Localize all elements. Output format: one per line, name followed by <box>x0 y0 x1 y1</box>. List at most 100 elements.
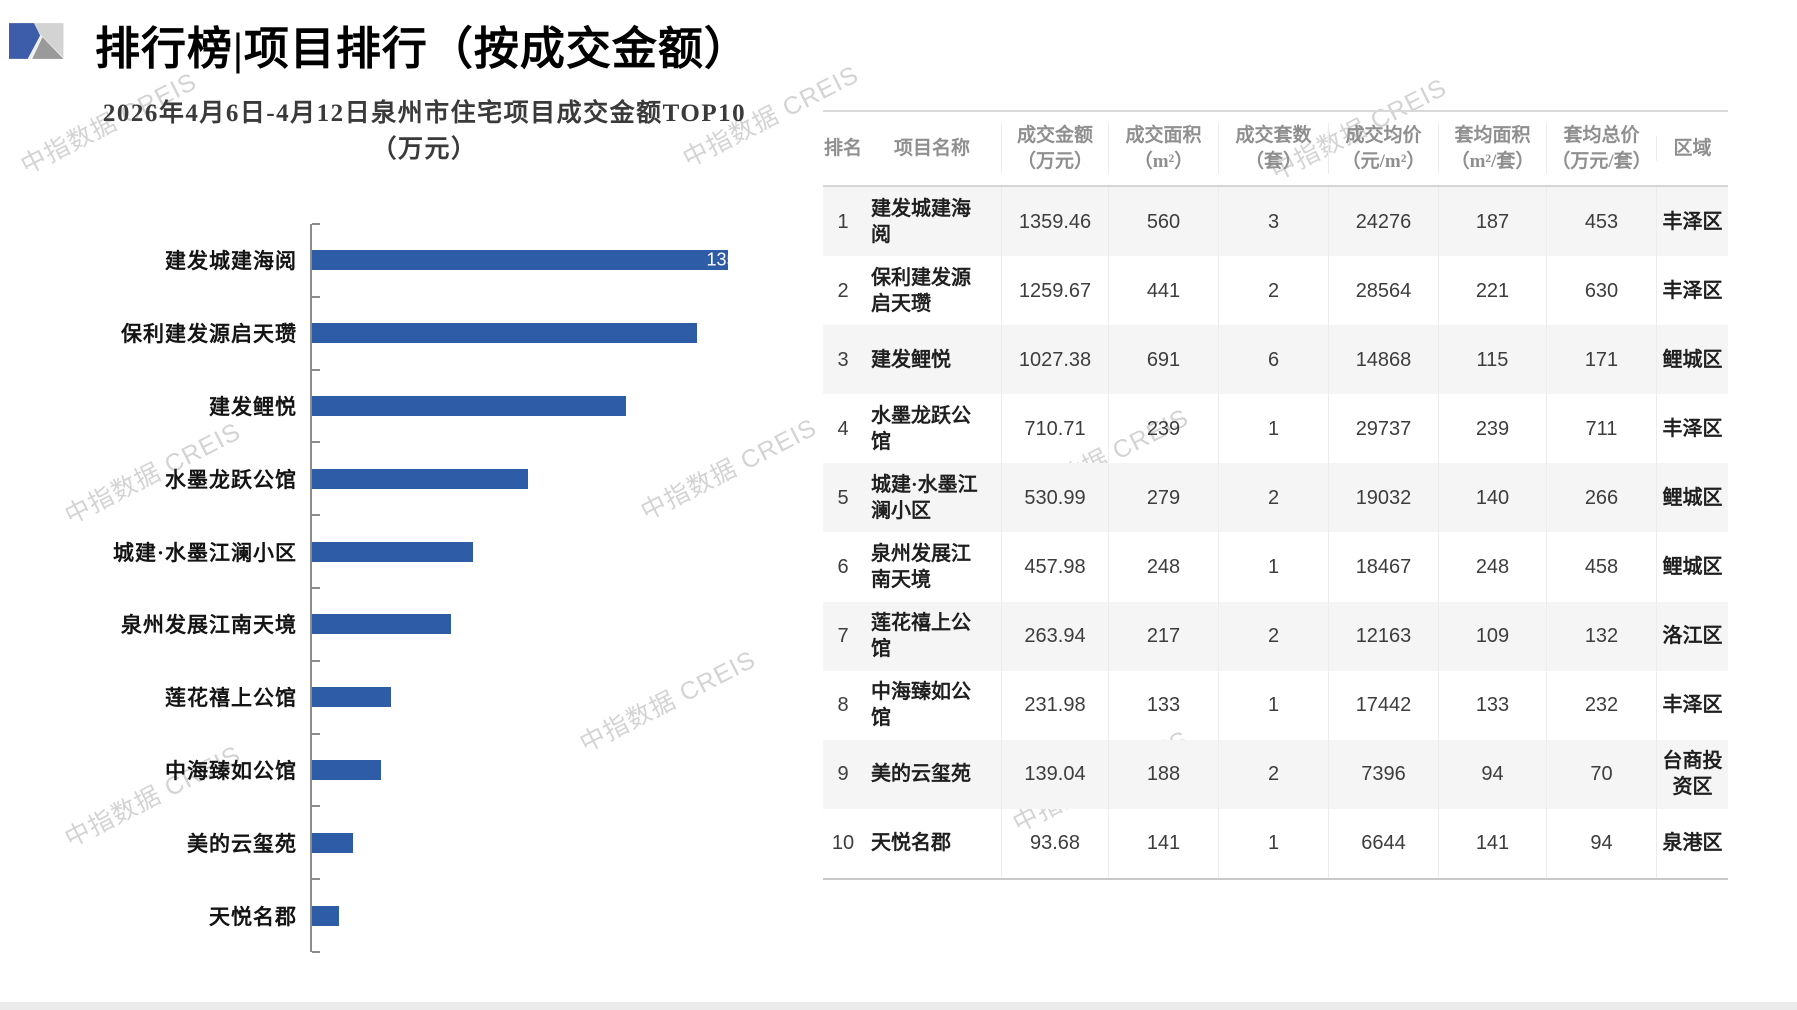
axis-tick <box>312 514 320 517</box>
value-cell: 530.99 <box>1001 463 1108 533</box>
chart-row: 泉州发展江南天境 <box>62 588 740 661</box>
rank-cell: 7 <box>837 625 849 648</box>
chart-row: 中海臻如公馆 <box>62 734 740 807</box>
table-header-cell: 成交金额 （万元） <box>1001 122 1108 175</box>
table-row: 3 建发鲤悦 1027.38 691 6 14868 115 171 鲤城区 <box>823 325 1728 395</box>
value-cell: 12163 <box>1328 601 1438 671</box>
chart-bar-track <box>310 879 740 952</box>
chart-category-label: 建发鲤悦 <box>209 394 297 419</box>
table-header-cell: 项目名称 <box>893 137 970 159</box>
value-cell: 1 <box>1218 808 1328 878</box>
chart-bar-track <box>310 806 740 879</box>
bar-value-label: 1359.46 <box>706 250 728 270</box>
chart-bar <box>310 759 382 780</box>
table-row: 4 水墨龙跃公馆 710.71 239 1 29737 239 711 丰泽区 <box>823 394 1728 464</box>
chart-bar <box>310 687 392 708</box>
table-header-row: 排名 项目名称 成交金额 （万元） 成交面积 （m²） 成交套数 （套） 成交均价 （元/… <box>823 110 1728 187</box>
chart-row: 美的云玺苑 <box>62 806 740 879</box>
chart-category-label: 城建·水墨江澜小区 <box>112 540 297 565</box>
chart-bar-track <box>310 442 740 515</box>
chart-category-label: 保利建发源启天瓒 <box>121 322 297 347</box>
value-cell: 266 <box>1546 463 1656 533</box>
chart-category-label: 建发城建海阅 <box>165 249 297 274</box>
table-header-cell: 成交均价 （元/m²） <box>1328 122 1438 175</box>
district-cell: 鲤城区 <box>1656 532 1728 602</box>
value-cell: 710.71 <box>1001 394 1108 464</box>
value-cell: 1 <box>1218 532 1328 602</box>
table-row: 2 保利建发源启天瓒 1259.67 441 2 28564 221 630 丰泽区 <box>823 256 1728 326</box>
rank-cell: 3 <box>837 348 849 371</box>
page-header: 排行榜|项目排行（按成交金额） <box>0 0 1797 80</box>
chart-bar: 1359.46 <box>310 250 728 271</box>
value-cell: 18467 <box>1328 532 1438 602</box>
value-cell: 711 <box>1546 394 1656 464</box>
project-name-cell: 中海臻如公馆 <box>871 681 971 730</box>
chart-category-label: 水墨龙跃公馆 <box>165 467 297 492</box>
project-name-cell: 建发鲤悦 <box>871 348 951 371</box>
value-cell: 140 <box>1438 463 1546 533</box>
chart-row: 天悦名郡 <box>62 879 740 952</box>
page-title: 排行榜|项目排行（按成交金额） <box>95 24 750 74</box>
axis-tick <box>312 878 320 881</box>
rank-cell: 2 <box>837 279 849 302</box>
chart-bar-track <box>310 588 740 661</box>
district-cell: 丰泽区 <box>1656 670 1728 740</box>
project-name-cell: 保利建发源启天瓒 <box>871 266 971 315</box>
value-cell: 239 <box>1108 394 1218 464</box>
value-cell: 279 <box>1108 463 1218 533</box>
rank-cell: 9 <box>837 763 849 786</box>
value-cell: 248 <box>1438 532 1546 602</box>
district-cell: 洛江区 <box>1656 601 1728 671</box>
chart-category-label: 莲花禧上公馆 <box>165 686 297 711</box>
table-header-cell: 套均总价 （万元/套） <box>1546 122 1656 175</box>
value-cell: 6644 <box>1328 808 1438 878</box>
chart-bar-track <box>310 515 740 588</box>
bottom-edge-strip <box>0 1002 1797 1010</box>
chart-bar <box>310 905 339 926</box>
value-cell: 560 <box>1108 187 1218 257</box>
chart-rows: 建发城建海阅 1359.46 保利建发源启天瓒建发鲤悦水墨龙跃公馆城建·水墨江澜小区… <box>62 224 740 952</box>
value-cell: 1027.38 <box>1001 325 1108 395</box>
value-cell: 24276 <box>1328 187 1438 257</box>
chart-row: 莲花禧上公馆 <box>62 661 740 734</box>
district-cell: 台商投资区 <box>1656 739 1728 809</box>
project-name-cell: 建发城建海阅 <box>871 197 971 246</box>
project-name-cell: 天悦名郡 <box>871 832 951 855</box>
value-cell: 70 <box>1546 739 1656 809</box>
value-cell: 441 <box>1108 256 1218 326</box>
chart-bar-track <box>310 370 740 443</box>
chart-title: 2026年4月6日-4月12日泉州市住宅项目成交金额TOP10（万元） <box>102 100 747 164</box>
district-cell: 丰泽区 <box>1656 394 1728 464</box>
value-cell: 141 <box>1108 808 1218 878</box>
project-name-cell: 莲花禧上公馆 <box>871 612 971 661</box>
value-cell: 1 <box>1218 670 1328 740</box>
table-header-cell: 套均面积 （m²/套） <box>1438 122 1546 175</box>
district-cell: 丰泽区 <box>1656 256 1728 326</box>
value-cell: 17442 <box>1328 670 1438 740</box>
value-cell: 93.68 <box>1001 808 1108 878</box>
project-name-cell: 水墨龙跃公馆 <box>871 404 971 453</box>
axis-tick <box>312 659 320 662</box>
table-header-cell: 成交套数 （套） <box>1218 122 1328 175</box>
value-cell: 2 <box>1218 739 1328 809</box>
axis-tick <box>312 951 320 953</box>
value-cell: 2 <box>1218 601 1328 671</box>
chart-bar <box>310 614 451 635</box>
value-cell: 263.94 <box>1001 601 1108 671</box>
district-cell: 鲤城区 <box>1656 325 1728 395</box>
value-cell: 630 <box>1546 256 1656 326</box>
ranking-table: 排名 项目名称 成交金额 （万元） 成交面积 （m²） 成交套数 （套） 成交均价 （元/… <box>823 110 1728 880</box>
district-cell: 丰泽区 <box>1656 187 1728 257</box>
value-cell: 1 <box>1218 394 1328 464</box>
value-cell: 239 <box>1438 394 1546 464</box>
chart-bar <box>310 541 474 562</box>
chart-row: 水墨龙跃公馆 <box>62 442 740 515</box>
table-row: 6 泉州发展江南天境 457.98 248 1 18467 248 458 鲤城区 <box>823 532 1728 602</box>
axis-tick <box>312 295 320 298</box>
chart-bar <box>310 323 697 344</box>
chart-bar <box>310 468 529 489</box>
table-row: 1 建发城建海阅 1359.46 560 3 24276 187 453 丰泽区 <box>823 187 1728 257</box>
value-cell: 457.98 <box>1001 532 1108 602</box>
chart-bar-track <box>310 661 740 734</box>
value-cell: 217 <box>1108 601 1218 671</box>
